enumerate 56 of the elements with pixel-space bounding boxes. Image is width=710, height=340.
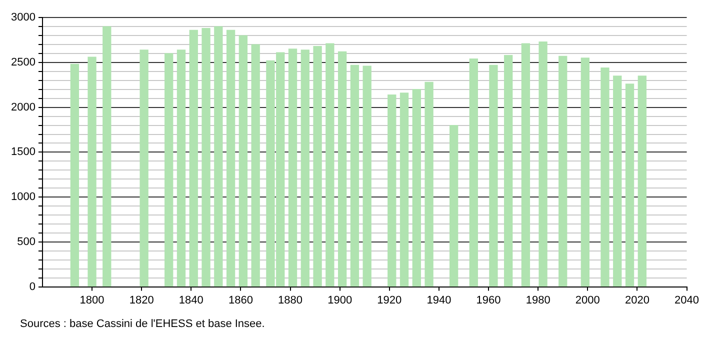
bar bbox=[625, 84, 634, 287]
bar bbox=[300, 50, 310, 287]
bar bbox=[176, 50, 186, 287]
x-tick-label: 1880 bbox=[278, 294, 303, 306]
bar bbox=[504, 54, 513, 287]
bar bbox=[226, 30, 236, 287]
bar bbox=[238, 35, 248, 287]
bar bbox=[469, 58, 478, 287]
x-tick-label: 1900 bbox=[328, 294, 352, 306]
bar bbox=[489, 64, 498, 287]
source-note: Sources : base Cassini de l'EHESS et base Insee. bbox=[20, 318, 266, 330]
bar bbox=[189, 30, 198, 287]
x-tick-label: 2020 bbox=[624, 294, 650, 306]
x-tick-label: 2040 bbox=[674, 294, 700, 306]
y-tick-label: 2500 bbox=[10, 56, 36, 68]
bar bbox=[558, 56, 568, 287]
bar bbox=[202, 28, 210, 287]
bar bbox=[214, 26, 223, 287]
bar bbox=[70, 64, 80, 287]
bar bbox=[600, 68, 610, 287]
y-tick-label: 0 bbox=[29, 280, 36, 293]
bar bbox=[313, 46, 322, 287]
y-tick-label: 1500 bbox=[10, 146, 36, 158]
bar bbox=[88, 56, 96, 287]
y-tick-label: 3000 bbox=[10, 12, 36, 24]
x-tick-label: 1800 bbox=[80, 294, 104, 306]
x-tick-label: 1820 bbox=[129, 294, 154, 306]
bar bbox=[538, 42, 548, 287]
bar bbox=[400, 92, 409, 287]
bar bbox=[326, 43, 334, 287]
bar bbox=[164, 53, 174, 287]
bar bbox=[140, 50, 148, 287]
bar bbox=[424, 82, 434, 287]
bar bbox=[412, 89, 421, 287]
x-tick-label: 2000 bbox=[575, 294, 600, 306]
x-tick-label: 1980 bbox=[526, 294, 550, 306]
y-tick-label: 1000 bbox=[10, 191, 36, 204]
bar bbox=[521, 43, 530, 287]
bar bbox=[288, 48, 298, 287]
bar bbox=[350, 64, 360, 287]
bar bbox=[102, 26, 112, 287]
bar bbox=[388, 94, 396, 287]
x-tick-label: 1940 bbox=[426, 294, 452, 306]
bar bbox=[638, 76, 646, 287]
x-tick-label: 1960 bbox=[476, 294, 501, 306]
x-tick-label: 1860 bbox=[228, 294, 253, 306]
x-tick-label: 1920 bbox=[377, 294, 402, 306]
x-tick-label: 1840 bbox=[178, 294, 204, 306]
bar bbox=[338, 51, 347, 287]
bar bbox=[251, 44, 260, 287]
y-tick-label: 500 bbox=[17, 236, 36, 248]
y-tick-label: 2000 bbox=[10, 101, 36, 114]
bar bbox=[450, 124, 458, 287]
bar bbox=[613, 76, 622, 287]
bar bbox=[580, 58, 590, 287]
bar bbox=[362, 66, 372, 287]
